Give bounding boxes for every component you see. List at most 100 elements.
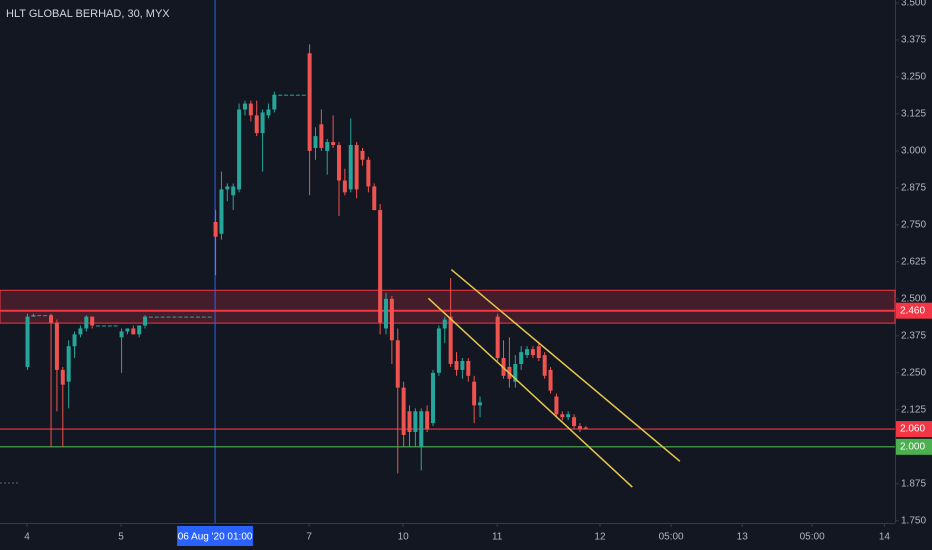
candle-body [395,340,400,388]
candle-body [237,109,242,190]
zone [0,289,896,324]
price-label: 2.060 [900,424,925,435]
candle-body [301,94,306,96]
candle-body [519,352,524,364]
candle-body [131,328,136,335]
candle-body [342,180,347,193]
y-tick-label: 1.875 [901,478,926,489]
x-tick-label: 05:00 [659,532,684,543]
price-label-box [896,438,932,455]
x-tick-label: 14 [879,532,891,543]
candle-body [583,427,588,430]
candle-body [31,315,36,317]
candle-body [307,53,312,151]
candle-body [96,325,101,327]
y-tick-label: 2.750 [901,220,926,231]
x-tick-label: 13 [737,532,749,543]
candle-body [372,186,377,211]
candle-body [225,186,230,190]
candle-body [119,331,124,338]
candle-body [495,316,500,359]
candle-body [278,94,283,96]
candle-body [25,316,30,367]
candle-body [154,316,159,318]
candle-body [184,316,189,318]
candle-body [66,346,71,382]
candle-body [266,109,271,116]
y-tick-label: 3.375 [901,35,926,46]
candle-body [166,316,171,318]
candle-body [336,144,341,181]
candle-body [78,328,83,335]
trendline [450,268,681,462]
candle-body [219,189,224,234]
y-tick-label: 2.375 [901,330,926,341]
candle-body [566,414,571,418]
candle-body [207,316,212,318]
candle-body [260,112,265,134]
candle-body [425,411,430,430]
y-tick-label: 3.500 [901,0,926,9]
x-tick-label: 4 [24,532,30,543]
price-label: 2.460 [900,305,925,316]
y-tick-label: 3.250 [901,72,926,83]
x-tick-label: 05:00 [800,532,825,543]
candle-body [248,103,253,116]
y-tick-label: 2.625 [901,257,926,268]
candle-body [331,142,336,145]
price-label-box [896,421,932,438]
candle-body [513,363,518,382]
candle-body [407,411,412,433]
candle-body [348,144,353,190]
candle-body [213,221,218,237]
candle-body [389,298,394,341]
candle-body [572,417,577,427]
candle-body [530,349,535,356]
candle-body [319,124,324,148]
candle-body [143,316,148,326]
candle-body [190,316,195,318]
candle-body [272,94,277,110]
candle-body [72,334,77,347]
candle-body [548,369,553,391]
candle-body [436,328,441,373]
candle-body [536,346,541,359]
y-tick-label: 2.500 [901,293,926,304]
candle-body [231,186,236,196]
candle-body [401,387,406,435]
candle-body [313,136,318,148]
candle-body [431,372,436,424]
candle-body [472,381,477,406]
x-tick-label: 10 [398,532,410,543]
crosshair-label-box [177,526,254,546]
candle-body [284,94,289,96]
price-label-box [896,302,932,319]
y-tick-label: 2.125 [901,404,926,415]
candle-body [366,159,371,187]
crosshair-label: 06 Aug '20 01:00 [178,532,253,543]
candle-body [378,210,383,323]
candle-body [43,315,48,317]
candle-body [160,316,165,318]
candle-body [577,426,582,430]
y-tick-label: 1.750 [901,515,926,526]
y-tick-label: 3.125 [901,109,926,120]
x-tick-label: 7 [306,532,312,543]
candle-body [172,316,177,318]
candle-body [60,369,65,385]
candle-body [84,316,89,329]
price-label: 2.000 [900,441,925,452]
candle-body [325,142,330,151]
x-tick-label: 12 [594,532,606,543]
candle-body [384,298,389,329]
candle-body [195,316,200,318]
y-tick-label: 3.000 [901,146,926,157]
candle-body [54,322,59,370]
candle-body [289,94,294,96]
y-tick-label: 2.875 [901,183,926,194]
candle-body [90,316,95,326]
candle-body [101,325,106,327]
candle-body [413,411,418,433]
